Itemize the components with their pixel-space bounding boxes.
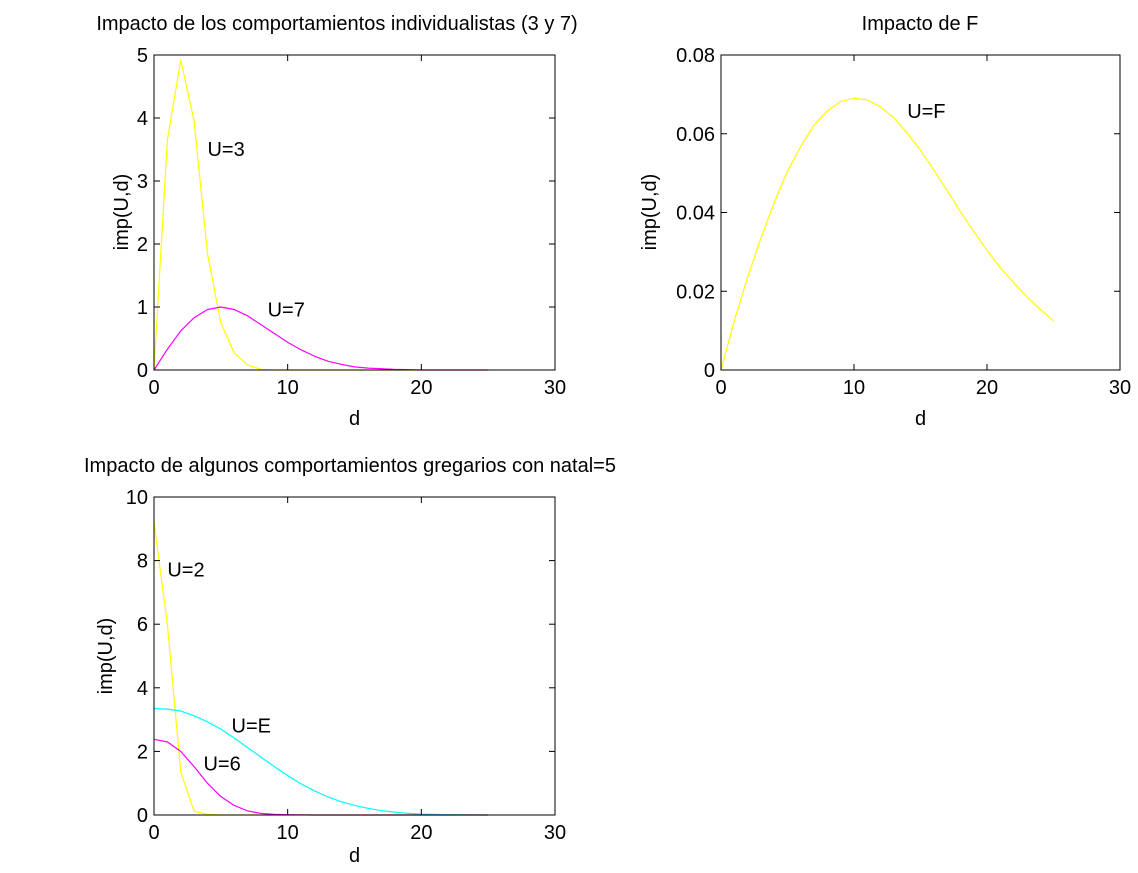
y-tick-label: 2 [137,234,148,256]
y-tick-label: 0 [137,805,148,827]
y-tick-label: 0.08 [676,45,715,67]
x-tick-label: 10 [843,377,865,399]
x-tick-label: 10 [277,377,299,399]
series-annotation: U=7 [268,299,305,321]
y-tick-label: 0.04 [676,203,715,225]
x-tick-label: 20 [976,377,998,399]
x-tick-label: 30 [544,822,566,844]
y-tick-label: 2 [137,741,148,763]
y-tick-label: 0 [704,360,715,382]
y-axis-label: imp(U,d) [95,618,117,695]
chart-title: Impacto de F [862,13,979,35]
series-annotation: U=E [232,715,271,737]
chart-title: Impacto de los comportamientos individua… [96,13,577,35]
series-line-u-7 [153,306,489,371]
x-axis-label: d [915,408,926,430]
plot-frame [153,496,556,816]
x-tick-label: 20 [410,377,432,399]
series-line-u-3 [153,59,489,371]
series-annotation: U=3 [207,139,244,161]
x-tick-label: 10 [277,822,299,844]
x-axis-label: d [349,845,360,867]
series-annotation: U=6 [203,753,240,775]
series-annotation: U=F [907,101,945,123]
series-line-u-f [720,97,1054,371]
chart-panel-3: Impacto de algunos comportamientos grega… [84,455,616,867]
series-annotation: U=2 [167,560,204,582]
y-axis-label: imp(U,d) [111,174,133,251]
series-line-u-6 [153,738,489,816]
x-tick-label: 0 [148,377,159,399]
x-tick-label: 20 [410,822,432,844]
y-tick-label: 3 [137,171,148,193]
y-tick-label: 10 [126,487,148,509]
x-tick-label: 30 [1109,377,1131,399]
y-tick-label: 0.06 [676,124,715,146]
chart-title: Impacto de algunos comportamientos grega… [84,455,616,477]
chart-panel-1: Impacto de los comportamientos individua… [96,13,577,430]
y-tick-label: 8 [137,551,148,573]
chart-panel-2: Impacto de F 0 10 20 30 0 0.02 0.04 0.06 0.08 d imp… [639,13,1131,430]
x-tick-label: 0 [148,822,159,844]
y-tick-label: 5 [137,45,148,67]
y-axis-label: imp(U,d) [639,174,661,251]
x-tick-label: 30 [544,377,566,399]
x-tick-label: 0 [715,377,726,399]
y-tick-label: 0.02 [676,281,715,303]
x-axis-label: d [349,408,360,430]
plot-frame [153,54,556,371]
y-tick-label: 4 [137,108,148,130]
y-tick-label: 0 [137,360,148,382]
y-tick-label: 1 [137,297,148,319]
y-tick-label: 6 [137,614,148,636]
y-tick-label: 4 [137,678,148,700]
series-line-u-e [153,707,489,816]
